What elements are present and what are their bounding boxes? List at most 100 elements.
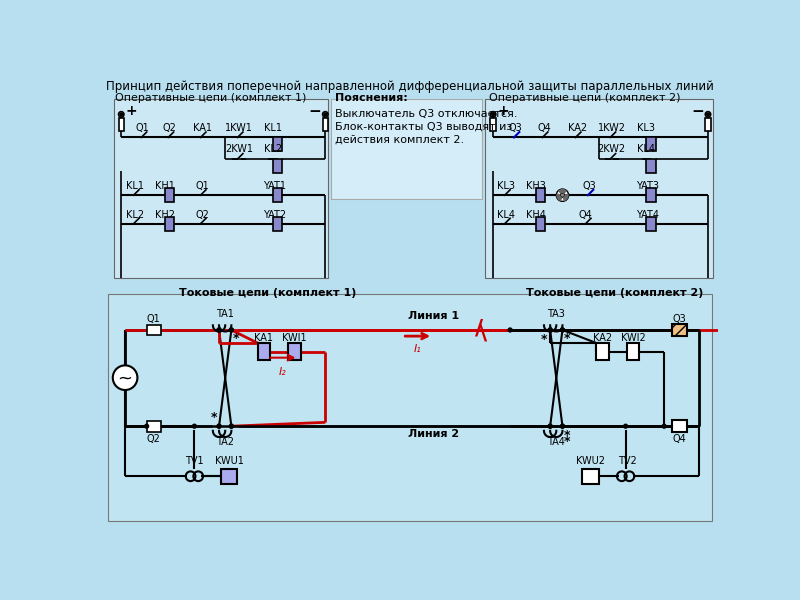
Bar: [114, 99, 328, 278]
Circle shape: [492, 113, 494, 116]
Circle shape: [217, 424, 221, 428]
Text: *: *: [564, 332, 570, 345]
Bar: [222, 469, 237, 484]
Text: I₁: I₁: [414, 344, 422, 354]
Text: *: *: [541, 333, 547, 346]
Bar: [108, 294, 712, 521]
Bar: [486, 99, 713, 278]
Circle shape: [324, 113, 326, 116]
Text: +: +: [125, 104, 137, 118]
Bar: [672, 324, 687, 336]
Text: KL3: KL3: [498, 181, 515, 191]
Text: +: +: [497, 104, 509, 118]
Text: Оперативные цепи (комплект 2): Оперативные цепи (комплект 2): [489, 93, 680, 103]
Circle shape: [561, 328, 564, 332]
Bar: [273, 217, 282, 230]
Text: *: *: [233, 332, 239, 345]
Bar: [165, 188, 174, 202]
Text: ~: ~: [118, 370, 133, 388]
Circle shape: [508, 328, 512, 332]
Text: KWI1: KWI1: [282, 333, 307, 343]
Text: YAT2: YAT2: [263, 210, 286, 220]
Circle shape: [118, 112, 124, 117]
Bar: [535, 217, 545, 230]
Text: KWI2: KWI2: [621, 333, 646, 343]
Bar: [672, 420, 687, 433]
Text: Принцип действия поперечной направленной дифференциальной защиты параллельных ли: Принцип действия поперечной направленной…: [106, 80, 714, 92]
Text: KH3: KH3: [526, 181, 546, 191]
Circle shape: [193, 424, 196, 428]
Circle shape: [217, 328, 221, 332]
Text: KA1: KA1: [193, 123, 211, 133]
Text: Q4: Q4: [537, 123, 551, 133]
Text: Пояснения:: Пояснения:: [334, 93, 407, 103]
Text: Токовые цепи (комплект 2): Токовые цепи (комплект 2): [526, 287, 703, 298]
Circle shape: [561, 424, 564, 428]
Bar: [118, 118, 124, 131]
Bar: [273, 188, 282, 202]
Text: YAT4: YAT4: [636, 210, 658, 220]
Text: KA1: KA1: [254, 333, 274, 343]
Text: Q2: Q2: [146, 434, 161, 444]
Text: KL1: KL1: [126, 181, 144, 191]
Text: −: −: [691, 104, 704, 119]
Bar: [322, 118, 328, 131]
Circle shape: [120, 113, 122, 116]
Text: TA1: TA1: [216, 309, 234, 319]
Bar: [490, 118, 496, 131]
Bar: [146, 421, 161, 431]
Bar: [706, 118, 710, 131]
Text: Q1: Q1: [136, 123, 150, 133]
Circle shape: [230, 424, 234, 428]
Text: KL3: KL3: [638, 123, 655, 133]
Text: *: *: [211, 411, 218, 424]
Bar: [646, 217, 656, 230]
Circle shape: [217, 328, 221, 332]
Polygon shape: [563, 194, 568, 200]
Text: Q1: Q1: [146, 314, 161, 324]
Text: TV2: TV2: [618, 456, 637, 466]
Text: Q3: Q3: [582, 181, 596, 191]
Text: YAT3: YAT3: [636, 181, 658, 191]
Text: KL2: KL2: [264, 145, 282, 154]
Text: Оперативные цепи (комплект 1): Оперативные цепи (комплект 1): [115, 93, 306, 103]
Circle shape: [706, 112, 710, 117]
Bar: [258, 343, 270, 360]
Circle shape: [113, 365, 138, 390]
Circle shape: [230, 328, 234, 332]
Text: Q2: Q2: [163, 123, 177, 133]
Text: 1KW2: 1KW2: [598, 123, 626, 133]
Text: Выключатель Q3 отключается.: Выключатель Q3 отключается.: [335, 109, 518, 119]
Text: Блок-контакты Q3 выводят из: Блок-контакты Q3 выводят из: [335, 122, 513, 132]
Circle shape: [624, 424, 627, 428]
Text: 2KW2: 2KW2: [598, 145, 626, 154]
Text: *: *: [564, 428, 570, 442]
Text: KA2: KA2: [593, 333, 612, 343]
Text: 2KW1: 2KW1: [225, 145, 253, 154]
Text: /: /: [475, 319, 483, 338]
Circle shape: [548, 424, 552, 428]
Text: −: −: [309, 104, 322, 119]
Text: Q3: Q3: [509, 123, 522, 133]
Text: Q2: Q2: [195, 210, 209, 220]
Text: Q1: Q1: [195, 181, 209, 191]
Circle shape: [490, 112, 496, 117]
Text: KL1: KL1: [264, 123, 282, 133]
Circle shape: [560, 193, 565, 197]
Circle shape: [230, 328, 234, 332]
Text: KH2: KH2: [155, 210, 175, 220]
Text: *: *: [564, 436, 570, 448]
Polygon shape: [559, 190, 566, 193]
Bar: [273, 137, 282, 151]
Circle shape: [561, 424, 564, 428]
Text: TA3: TA3: [547, 309, 566, 319]
Bar: [646, 159, 656, 173]
Text: \: \: [479, 324, 487, 344]
Bar: [627, 343, 639, 360]
Text: TA2: TA2: [216, 437, 234, 447]
Text: KL4: KL4: [638, 145, 655, 154]
Circle shape: [548, 328, 552, 332]
Circle shape: [662, 424, 666, 428]
Bar: [331, 99, 482, 199]
Bar: [288, 343, 301, 360]
